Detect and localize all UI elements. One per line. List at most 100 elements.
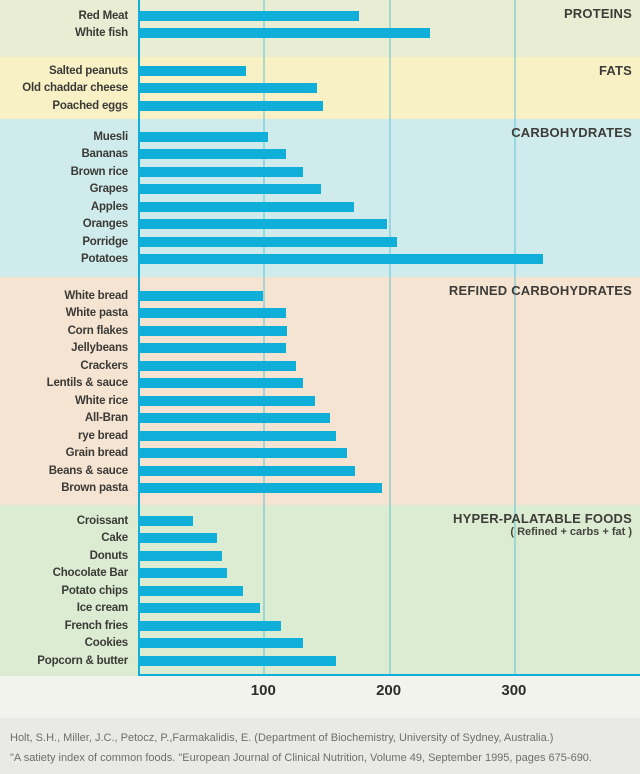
- bar-label-jellybeans: Jellybeans: [71, 342, 128, 355]
- footer-citation: Holt, S.H., Miller, J.C., Petocz, P.,Far…: [0, 718, 640, 774]
- bar-beans-sauce: [138, 465, 355, 476]
- bar-row-old-chaddar-cheese: Old chaddar cheese: [0, 80, 640, 98]
- bar-label-bananas: Bananas: [81, 148, 128, 161]
- bar-row-jellybeans: Jellybeans: [0, 340, 640, 358]
- bar-bananas: [138, 149, 286, 160]
- bar-label-corn-flakes: Corn flakes: [67, 324, 129, 337]
- bar-row-chocolate-bar: Chocolate Bar: [0, 565, 640, 583]
- section-proteins: PROTEINS Red Meat White fish: [0, 0, 640, 57]
- bar-row-cookies: Cookies: [0, 635, 640, 653]
- section-title-proteins: PROTEINS: [563, 6, 632, 21]
- bar-oranges: [138, 219, 387, 230]
- bar-jellybeans: [138, 343, 286, 354]
- bar-label-rye-bread: rye bread: [78, 429, 128, 442]
- bar-label-apples: Apples: [90, 200, 128, 213]
- section-fats: FATS Salted peanuts Old chaddar cheese Poac…: [0, 57, 640, 119]
- bar-row-grain-bread: Grain bread: [0, 445, 640, 463]
- bar-label-popcorn-butter: Popcorn & butter: [37, 654, 128, 667]
- bar-poached-eggs: [138, 100, 323, 111]
- bar-label-red-meat: Red Meat: [78, 9, 128, 22]
- bar-row-popcorn-butter: Popcorn & butter: [0, 652, 640, 670]
- section-carbohydrates: CARBOHYDRATES Muesli Bananas Brown rice Grap…: [0, 119, 640, 277]
- bar-old-chaddar-cheese: [138, 83, 317, 94]
- bar-row-red-meat: Red Meat: [0, 7, 640, 25]
- bar-row-cake: Cake: [0, 530, 640, 548]
- bar-row-salted-peanuts: Salted peanuts: [0, 62, 640, 80]
- bar-label-potato-chips: Potato chips: [61, 584, 128, 597]
- bar-row-ice-cream: Ice cream: [0, 600, 640, 618]
- bar-chocolate-bar: [138, 568, 227, 579]
- citation-source: "A satiety index of common foods. "Europ…: [10, 752, 592, 765]
- x-tick-label-100: 100: [250, 682, 276, 699]
- bar-row-all-bran: All-Bran: [0, 410, 640, 428]
- bar-potatoes: [138, 254, 543, 265]
- bar-row-white-fish: White fish: [0, 25, 640, 43]
- bar-label-white-bread: White bread: [64, 289, 128, 302]
- bar-grain-bread: [138, 448, 347, 459]
- bar-row-white-rice: White rice: [0, 392, 640, 410]
- bar-corn-flakes: [138, 325, 287, 336]
- x-tick-label-200: 200: [376, 682, 402, 699]
- bar-label-cookies: Cookies: [84, 637, 129, 650]
- bar-label-grain-bread: Grain bread: [65, 447, 129, 460]
- satiety-bar-chart: PROTEINS Red Meat White fish FATS Salted pea…: [0, 0, 640, 676]
- citation-authors: Holt, S.H., Miller, J.C., Petocz, P.,Far…: [10, 732, 554, 744]
- bar-label-beans-sauce: Beans & sauce: [48, 464, 128, 477]
- bar-label-ice-cream: Ice cream: [76, 602, 128, 615]
- bar-row-corn-flakes: Corn flakes: [0, 322, 640, 340]
- bar-label-old-chaddar-cheese: Old chaddar cheese: [22, 82, 128, 95]
- bar-label-poached-eggs: Poached eggs: [52, 99, 128, 112]
- bar-white-bread: [138, 290, 263, 301]
- bar-label-white-fish: White fish: [75, 27, 128, 40]
- bar-label-grapes: Grapes: [89, 183, 129, 196]
- bar-porridge: [138, 236, 397, 247]
- bar-row-bananas: Bananas: [0, 146, 640, 164]
- bar-row-potato-chips: Potato chips: [0, 582, 640, 600]
- x-axis-line: [138, 674, 640, 676]
- bar-row-muesli: Muesli: [0, 128, 640, 146]
- bar-row-poached-eggs: Poached eggs: [0, 97, 640, 115]
- bar-label-crackers: Crackers: [80, 359, 128, 372]
- bar-row-rye-bread: rye bread: [0, 427, 640, 445]
- y-axis-line: [138, 0, 140, 676]
- bar-label-all-bran: All-Bran: [84, 412, 128, 425]
- bar-cookies: [138, 638, 303, 649]
- bar-brown-rice: [138, 166, 303, 177]
- bar-label-oranges: Oranges: [82, 218, 128, 231]
- bar-salted-peanuts: [138, 65, 246, 76]
- bar-row-porridge: Porridge: [0, 233, 640, 251]
- section-subtitle: ( Refined + carbs + fat ): [510, 526, 632, 538]
- bar-label-brown-rice: Brown rice: [70, 165, 129, 178]
- bar-label-white-pasta: White pasta: [65, 307, 129, 320]
- bar-row-croissant: Croissant: [0, 512, 640, 530]
- bar-apples: [138, 201, 354, 212]
- bar-row-white-pasta: White pasta: [0, 305, 640, 323]
- bar-label-muesli: Muesli: [93, 130, 128, 143]
- bar-row-brown-rice: Brown rice: [0, 163, 640, 181]
- bar-label-white-rice: White rice: [75, 394, 128, 407]
- bar-row-grapes: Grapes: [0, 181, 640, 199]
- bar-row-potatoes: Potatoes: [0, 251, 640, 269]
- bar-row-brown-pasta: Brown pasta: [0, 480, 640, 498]
- bar-croissant: [138, 515, 193, 526]
- bar-french-fries: [138, 620, 281, 631]
- bar-cake: [138, 533, 217, 544]
- bar-label-french-fries: French fries: [64, 619, 129, 632]
- bar-label-chocolate-bar: Chocolate Bar: [52, 567, 129, 580]
- bar-label-potatoes: Potatoes: [81, 253, 128, 266]
- bar-label-cake: Cake: [101, 532, 128, 545]
- bar-ice-cream: [138, 603, 260, 614]
- bar-muesli: [138, 131, 268, 142]
- bar-row-beans-sauce: Beans & sauce: [0, 462, 640, 480]
- bar-donuts: [138, 550, 222, 561]
- x-axis: 100 200 300: [0, 676, 640, 718]
- bar-row-oranges: Oranges: [0, 216, 640, 234]
- bar-crackers: [138, 360, 296, 371]
- bar-brown-pasta: [138, 483, 382, 494]
- bar-potato-chips: [138, 585, 243, 596]
- bar-row-white-bread: White bread: [0, 287, 640, 305]
- bar-row-french-fries: French fries: [0, 617, 640, 635]
- bar-rye-bread: [138, 430, 336, 441]
- bar-red-meat: [138, 10, 359, 21]
